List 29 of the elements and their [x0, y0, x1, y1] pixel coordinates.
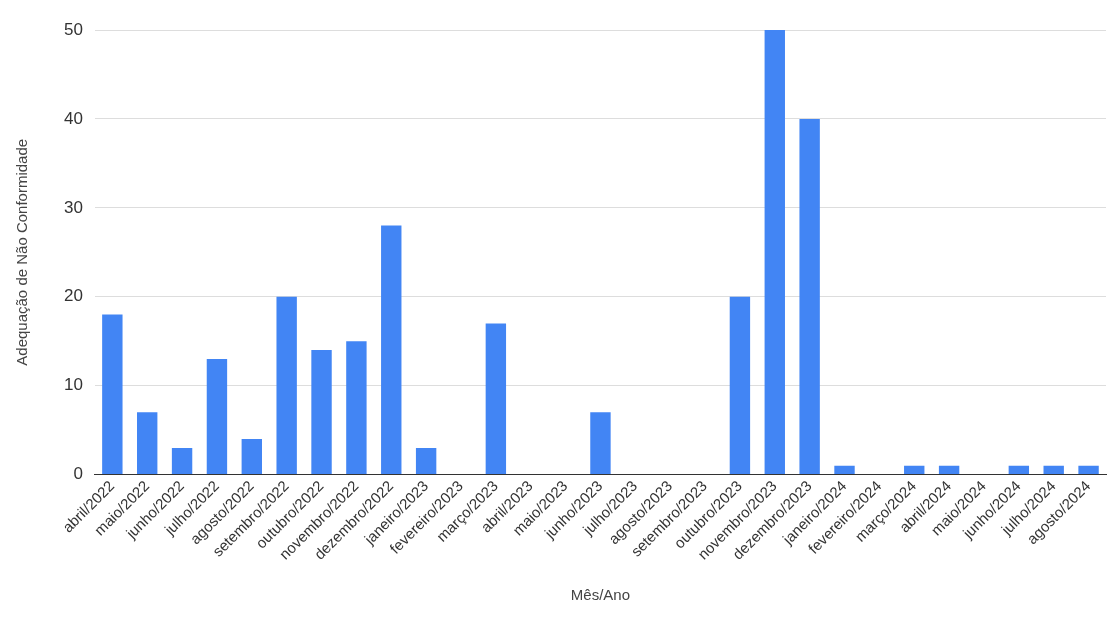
bar	[311, 350, 332, 475]
y-tick-label: 30	[63, 197, 83, 217]
bar	[729, 296, 751, 475]
bar	[904, 465, 925, 475]
bar	[485, 323, 507, 475]
bar	[764, 30, 785, 475]
bar	[102, 314, 123, 475]
y-tick-label: 40	[63, 108, 83, 128]
bar	[346, 341, 367, 475]
bar	[1078, 465, 1099, 475]
bar	[241, 439, 262, 475]
bar	[206, 358, 228, 475]
bar	[799, 118, 820, 475]
y-axis-title: Adequação de Não Conformidade	[13, 138, 31, 366]
bar	[834, 465, 855, 475]
bar	[415, 447, 437, 475]
bar	[1043, 465, 1064, 475]
bar	[1008, 465, 1030, 475]
bar	[938, 465, 960, 475]
y-tick-label: 0	[73, 464, 83, 484]
x-axis-title: Mês/Ano	[570, 586, 631, 604]
bar	[381, 225, 402, 475]
bar	[171, 447, 193, 475]
bar	[276, 296, 297, 475]
bar	[590, 412, 611, 475]
y-tick-label: 50	[63, 19, 83, 39]
y-tick-label: 20	[63, 286, 83, 306]
y-tick-label: 10	[63, 375, 83, 395]
bar	[137, 412, 158, 475]
